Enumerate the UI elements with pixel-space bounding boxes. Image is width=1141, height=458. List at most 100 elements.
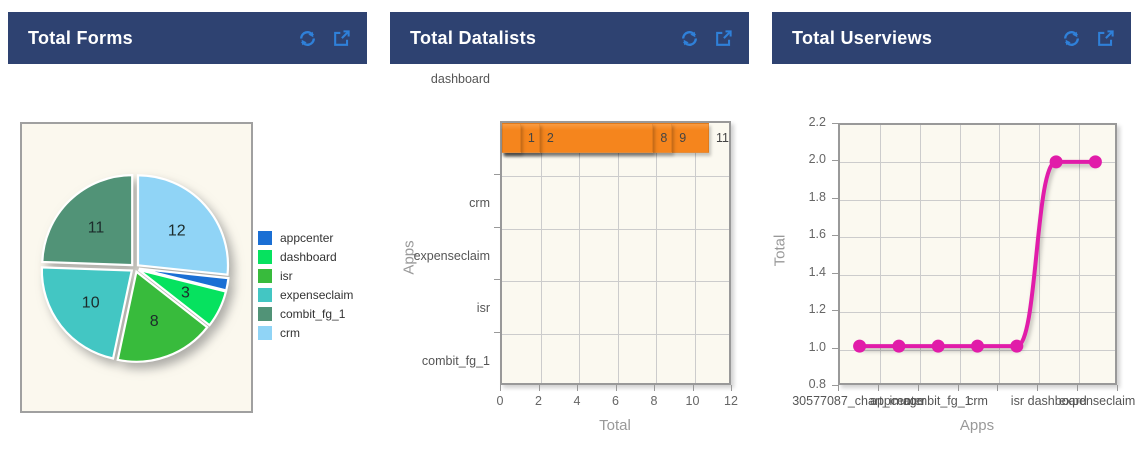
legend-item[interactable]: crm [258, 323, 353, 342]
category-label: crm [469, 195, 490, 210]
open-in-new-button[interactable] [332, 29, 351, 48]
panel-header: Total Forms [8, 12, 367, 64]
axis-tick [1037, 385, 1039, 391]
x-axis-label: Apps [959, 417, 995, 434]
pie-value-label: 11 [88, 220, 105, 237]
pie-slice-expenseclaim[interactable] [40, 266, 134, 360]
axis-tick [538, 385, 540, 391]
data-point[interactable] [892, 339, 906, 353]
bar-value-label: 9 [679, 131, 687, 145]
axis-tick [615, 385, 617, 391]
axis-tick [494, 226, 500, 228]
data-point[interactable] [931, 339, 945, 353]
gridline [840, 162, 1115, 164]
pie-value-label: 8 [150, 313, 159, 330]
pie-slice-dashboard[interactable] [137, 268, 228, 327]
panel-body: Apps crm expenseclaim isr combit_fg_1 da… [390, 64, 749, 458]
line-chart [853, 155, 1102, 353]
x-axis-label: Total [599, 417, 631, 434]
refresh-button[interactable] [680, 29, 699, 48]
axis-tick [957, 385, 959, 391]
x-category-label: appcenter [869, 394, 926, 408]
axis-tick [1077, 385, 1079, 391]
legend-swatch [258, 306, 272, 321]
gridline [502, 228, 729, 230]
y-tick-label: 0.8 [808, 377, 826, 391]
axis-tick [832, 197, 838, 199]
pie-slice-appcenter[interactable] [138, 267, 230, 292]
axis-tick [731, 385, 732, 391]
y-tick-label: 2.0 [808, 152, 826, 167]
pie-legend: appcenter dashboard isr expenseclaim com… [258, 228, 353, 342]
axis-tick [494, 173, 500, 175]
y-tick-label: 1.6 [808, 227, 826, 242]
axis-tick [494, 332, 500, 334]
panel-total-forms: Total Forms 12 3 8 10 11 appcenter dashboard… [8, 12, 367, 458]
panel-total-userviews: Total Userviews Total 2.2 2.0 1.8 1.6 1.… [771, 12, 1135, 458]
axis-tick [654, 385, 655, 391]
x-tick-label: 12 [724, 394, 738, 408]
legend-item[interactable]: combit_fg_1 [258, 304, 353, 323]
legend-item[interactable]: appcenter [258, 228, 353, 247]
panel-body: 12 3 8 10 11 appcenter dashboard isr expense… [8, 64, 367, 458]
legend-label: combit_fg_1 [280, 306, 346, 321]
legend-item[interactable]: isr [258, 266, 353, 285]
x-category-label: 30577087_chart_image [792, 394, 924, 408]
pie-slice-isr[interactable] [116, 269, 209, 363]
open-in-new-button[interactable] [714, 29, 733, 48]
open-in-new-button[interactable] [1096, 29, 1115, 48]
gridline [502, 175, 729, 177]
legend-item[interactable]: dashboard [258, 247, 353, 266]
refresh-button[interactable] [298, 29, 317, 48]
bar-value-label: 2 [546, 131, 554, 145]
gridline [579, 123, 580, 383]
axis-tick [877, 385, 879, 391]
pie-slice-crm[interactable] [136, 174, 230, 276]
legend-item[interactable]: expenseclaim [258, 285, 353, 304]
legend-swatch [258, 268, 272, 283]
gridline [540, 123, 542, 383]
axis-tick [494, 279, 500, 281]
data-point[interactable] [1049, 155, 1063, 169]
gridline [840, 312, 1115, 314]
pie-chart-frame: 12 3 8 10 11 [20, 122, 253, 413]
refresh-button[interactable] [1062, 29, 1081, 48]
pie-slice-combit_fg_1[interactable] [41, 173, 134, 267]
axis-tick [692, 385, 694, 391]
bar-value-label: 8 [660, 131, 668, 145]
external-link-icon [334, 29, 350, 46]
x-tick-label: 0 [496, 394, 504, 408]
refresh-icon [681, 30, 698, 46]
axis-tick [1117, 385, 1118, 391]
header-icons [298, 29, 351, 48]
header-icons [680, 29, 733, 48]
panel-title: Total Userviews [792, 27, 933, 48]
y-tick-label: 1.8 [808, 189, 826, 204]
legend-swatch [258, 287, 272, 302]
x-tick-label: 4 [573, 394, 581, 408]
axis-tick [838, 385, 839, 391]
data-point[interactable] [1010, 339, 1024, 353]
x-tick-label: 8 [650, 394, 658, 408]
y-tick-label: 1.0 [808, 339, 826, 354]
x-category-label: expenseclaim [1058, 394, 1136, 408]
bar[interactable] [502, 123, 521, 153]
axis-tick [832, 235, 838, 237]
panel-total-datalists: Total Datalists Apps crm expenseclaim is… [390, 12, 749, 458]
axis-tick [832, 272, 838, 274]
bar-chart-plot: 11 9 8 2 1 [500, 121, 731, 385]
data-point[interactable] [971, 339, 984, 353]
data-point[interactable] [1088, 155, 1102, 169]
gridline [840, 274, 1115, 276]
gridline [879, 125, 881, 383]
axis-tick [832, 347, 838, 349]
bar-row: 1 [502, 123, 729, 153]
axis-tick [832, 310, 838, 312]
x-category-label: dashboard [1027, 394, 1087, 408]
legend-label: crm [280, 325, 300, 340]
axis-tick [500, 385, 501, 391]
data-point[interactable] [853, 339, 867, 353]
x-tick-label: 6 [612, 394, 619, 408]
x-category-label: combit_fg_1 [903, 394, 972, 408]
gridline [617, 123, 619, 383]
